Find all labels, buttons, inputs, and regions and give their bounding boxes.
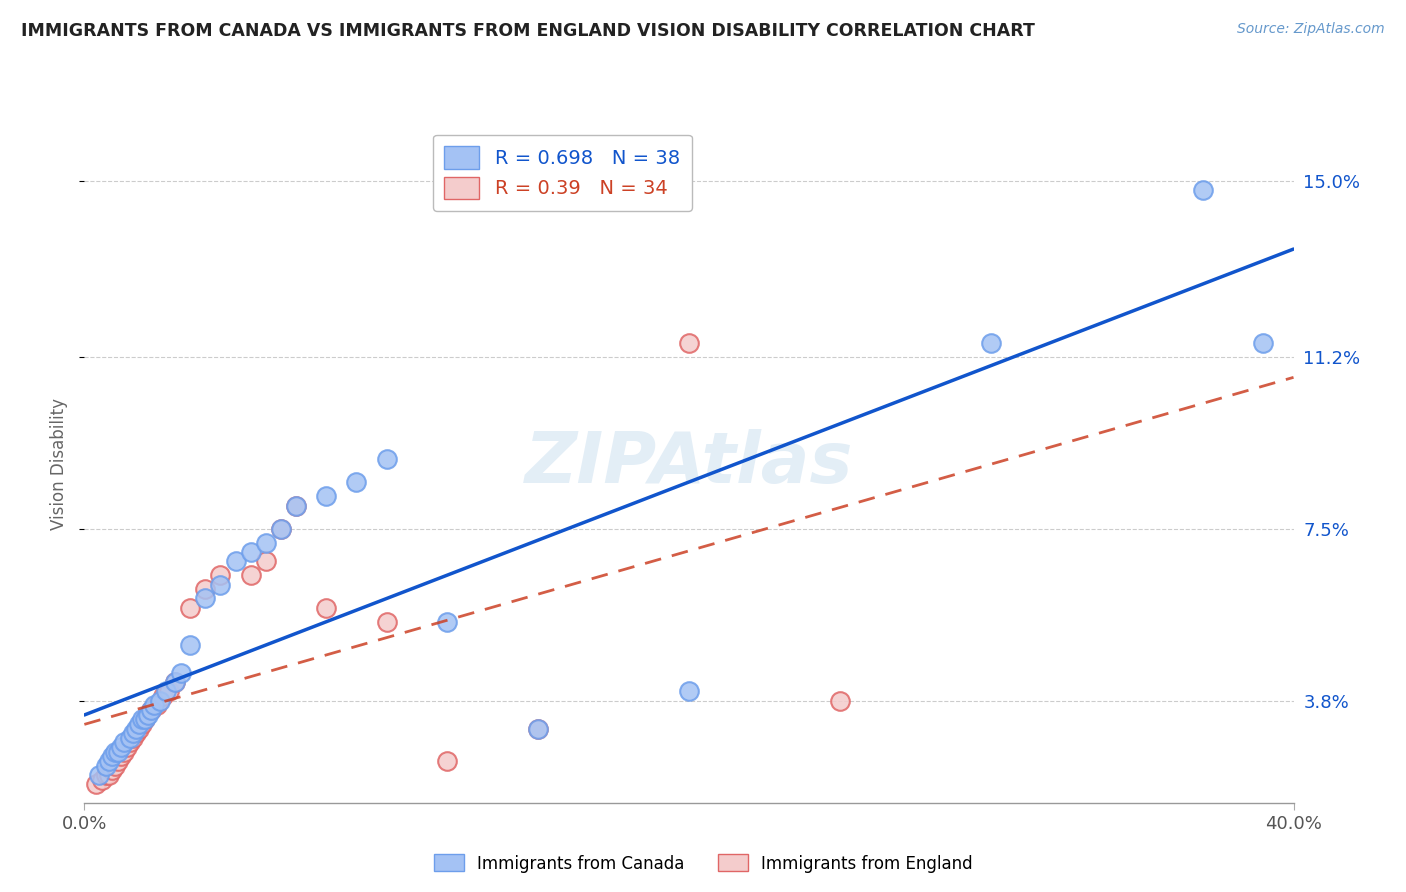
Point bbox=[436, 754, 458, 768]
Point bbox=[179, 600, 201, 615]
Point bbox=[107, 745, 129, 759]
Point bbox=[375, 452, 398, 467]
Point bbox=[527, 722, 550, 736]
Point bbox=[125, 726, 148, 740]
Point bbox=[118, 735, 141, 749]
Point bbox=[152, 689, 174, 703]
Point bbox=[91, 772, 114, 787]
Point bbox=[139, 703, 162, 717]
Point bbox=[436, 615, 458, 629]
Text: Source: ZipAtlas.com: Source: ZipAtlas.com bbox=[1237, 22, 1385, 37]
Point bbox=[980, 336, 1002, 351]
Point bbox=[94, 768, 117, 782]
Point bbox=[830, 693, 852, 707]
Point bbox=[157, 684, 180, 698]
Point bbox=[118, 731, 141, 745]
Point bbox=[285, 499, 308, 513]
Point bbox=[112, 745, 135, 759]
Point bbox=[97, 768, 120, 782]
Point bbox=[104, 758, 127, 772]
Point bbox=[270, 522, 292, 536]
Legend: Immigrants from Canada, Immigrants from England: Immigrants from Canada, Immigrants from … bbox=[427, 847, 979, 880]
Point bbox=[165, 675, 187, 690]
Point bbox=[146, 698, 169, 713]
Point bbox=[110, 740, 132, 755]
Point bbox=[170, 665, 193, 680]
Point bbox=[107, 754, 129, 768]
Point bbox=[100, 749, 122, 764]
Text: ZIPAtlas: ZIPAtlas bbox=[524, 429, 853, 499]
Point bbox=[131, 712, 153, 726]
Point bbox=[121, 726, 143, 740]
Point bbox=[285, 499, 308, 513]
Point bbox=[121, 731, 143, 745]
Point bbox=[678, 684, 700, 698]
Point bbox=[128, 722, 150, 736]
Point bbox=[270, 522, 292, 536]
Point bbox=[142, 698, 165, 713]
Point bbox=[139, 703, 162, 717]
Point bbox=[527, 722, 550, 736]
Point bbox=[112, 735, 135, 749]
Point bbox=[110, 749, 132, 764]
Point bbox=[149, 693, 172, 707]
Point bbox=[86, 777, 108, 791]
Point bbox=[165, 675, 187, 690]
Point bbox=[128, 717, 150, 731]
Point bbox=[375, 615, 398, 629]
Point bbox=[89, 768, 111, 782]
Point bbox=[678, 336, 700, 351]
Point bbox=[115, 740, 138, 755]
Point bbox=[315, 600, 337, 615]
Point bbox=[225, 554, 247, 568]
Point bbox=[346, 475, 368, 490]
Point bbox=[134, 712, 156, 726]
Point bbox=[131, 717, 153, 731]
Point bbox=[194, 582, 217, 597]
Point bbox=[194, 591, 217, 606]
Point bbox=[239, 545, 262, 559]
Point bbox=[315, 489, 337, 503]
Point bbox=[239, 568, 262, 582]
Point bbox=[134, 712, 156, 726]
Point bbox=[104, 745, 127, 759]
Point bbox=[155, 684, 177, 698]
Point bbox=[1192, 183, 1215, 197]
Point bbox=[1253, 336, 1275, 351]
Point bbox=[254, 554, 277, 568]
Point bbox=[209, 568, 232, 582]
Y-axis label: Vision Disability: Vision Disability bbox=[51, 398, 69, 530]
Point bbox=[254, 535, 277, 549]
Point bbox=[209, 577, 232, 591]
Point bbox=[179, 638, 201, 652]
Point bbox=[97, 754, 120, 768]
Point bbox=[125, 722, 148, 736]
Point bbox=[94, 758, 117, 772]
Point bbox=[136, 707, 159, 722]
Text: IMMIGRANTS FROM CANADA VS IMMIGRANTS FROM ENGLAND VISION DISABILITY CORRELATION : IMMIGRANTS FROM CANADA VS IMMIGRANTS FRO… bbox=[21, 22, 1035, 40]
Legend: R = 0.698   N = 38, R = 0.39   N = 34: R = 0.698 N = 38, R = 0.39 N = 34 bbox=[433, 135, 692, 211]
Point bbox=[100, 764, 122, 778]
